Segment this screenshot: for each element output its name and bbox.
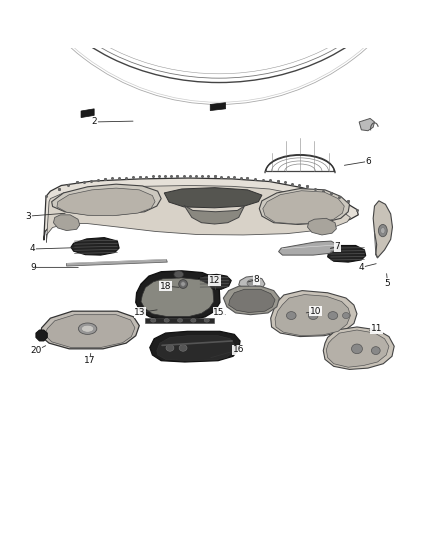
Polygon shape (263, 191, 344, 224)
Text: 3: 3 (25, 212, 32, 221)
Ellipse shape (351, 344, 362, 354)
Text: 20: 20 (30, 346, 42, 355)
Polygon shape (328, 246, 366, 262)
Text: 10: 10 (310, 306, 321, 316)
Ellipse shape (371, 346, 380, 354)
Polygon shape (40, 311, 139, 349)
Ellipse shape (81, 325, 94, 332)
Polygon shape (271, 290, 357, 336)
Text: 9: 9 (30, 263, 36, 272)
Ellipse shape (179, 345, 187, 351)
Ellipse shape (381, 228, 385, 233)
Ellipse shape (179, 280, 187, 288)
Text: 4: 4 (359, 263, 364, 272)
Polygon shape (150, 332, 240, 362)
Ellipse shape (177, 278, 190, 290)
Polygon shape (67, 260, 167, 266)
Ellipse shape (343, 312, 350, 319)
Ellipse shape (177, 319, 183, 322)
Polygon shape (164, 188, 262, 208)
Text: 18: 18 (160, 282, 171, 290)
Text: 12: 12 (209, 276, 220, 285)
Polygon shape (44, 178, 358, 240)
Text: 13: 13 (134, 308, 146, 317)
Polygon shape (184, 205, 244, 224)
Polygon shape (71, 238, 119, 255)
Polygon shape (145, 318, 214, 322)
Ellipse shape (308, 312, 318, 319)
Text: 6: 6 (365, 157, 371, 166)
Text: 8: 8 (253, 275, 259, 284)
Ellipse shape (166, 345, 174, 351)
Polygon shape (373, 201, 392, 258)
Text: 5: 5 (385, 279, 391, 288)
Text: 11: 11 (371, 324, 382, 333)
Ellipse shape (191, 319, 196, 322)
Polygon shape (359, 118, 374, 131)
Polygon shape (323, 327, 394, 369)
Ellipse shape (286, 312, 296, 319)
Polygon shape (141, 278, 214, 317)
Text: 7: 7 (334, 243, 340, 251)
Text: 16: 16 (233, 345, 244, 354)
Polygon shape (53, 215, 80, 231)
Polygon shape (198, 274, 231, 289)
Ellipse shape (328, 312, 338, 319)
Polygon shape (279, 241, 337, 255)
Text: 17: 17 (84, 356, 95, 365)
Polygon shape (46, 185, 350, 243)
Ellipse shape (164, 319, 169, 322)
Polygon shape (326, 330, 389, 367)
Ellipse shape (78, 323, 97, 334)
Polygon shape (36, 330, 47, 341)
Polygon shape (307, 219, 336, 235)
Text: 2: 2 (92, 117, 97, 126)
Polygon shape (239, 276, 265, 290)
Polygon shape (157, 336, 235, 361)
Text: 15: 15 (213, 308, 225, 317)
Polygon shape (136, 271, 220, 320)
Polygon shape (223, 286, 279, 314)
Ellipse shape (247, 280, 257, 287)
Ellipse shape (181, 282, 185, 286)
Polygon shape (229, 289, 275, 312)
Polygon shape (259, 189, 350, 224)
Polygon shape (275, 295, 350, 336)
Ellipse shape (151, 319, 156, 322)
Ellipse shape (204, 319, 209, 322)
Ellipse shape (378, 224, 387, 237)
Text: 4: 4 (30, 245, 35, 254)
Polygon shape (81, 109, 94, 118)
Polygon shape (52, 184, 161, 215)
Polygon shape (57, 188, 155, 216)
Polygon shape (45, 314, 135, 348)
Polygon shape (210, 103, 226, 110)
Ellipse shape (174, 271, 184, 278)
